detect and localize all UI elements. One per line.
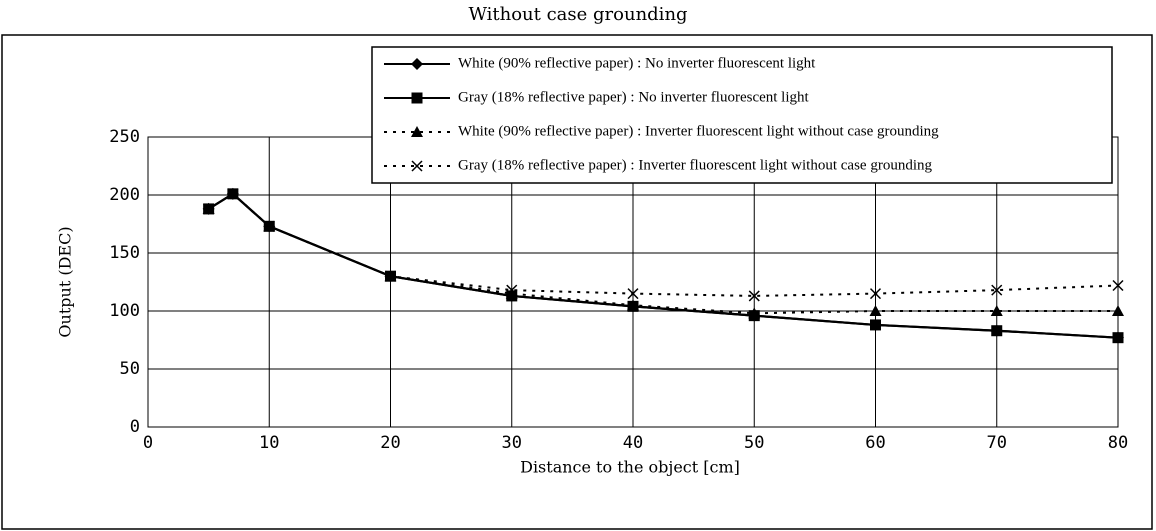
marker <box>748 307 761 319</box>
y-tick-label: 200 <box>109 185 140 205</box>
series-line <box>208 192 1119 339</box>
series-line <box>208 192 1119 339</box>
legend-label: White (90% reflective paper) : No invert… <box>458 55 816 71</box>
x-tick-label: 50 <box>744 433 764 453</box>
marker <box>870 319 881 331</box>
chart-title: Without case grounding <box>468 4 687 25</box>
marker <box>505 287 518 299</box>
x-tick-label: 60 <box>865 433 885 453</box>
marker <box>1112 332 1124 344</box>
marker <box>263 220 275 232</box>
y-tick-label: 150 <box>109 243 140 263</box>
y-tick-label: 0 <box>130 417 140 437</box>
legend-label: Gray (18% reflective paper) : Inverter f… <box>458 157 932 173</box>
y-tick-label: 250 <box>109 127 140 147</box>
x-tick-label: 20 <box>380 433 400 453</box>
series-line <box>208 192 1118 315</box>
marker <box>1112 305 1124 316</box>
x-tick-label: 30 <box>502 433 522 453</box>
legend-marker <box>411 92 423 104</box>
legend-marker <box>411 126 423 137</box>
y-tick-label: 100 <box>109 301 140 321</box>
x-tick-label: 70 <box>987 433 1007 453</box>
legend-label: White (90% reflective paper) : Inverter … <box>458 123 939 139</box>
marker <box>991 284 1003 296</box>
x-tick-label: 40 <box>623 433 643 453</box>
legend-label: Gray (18% reflective paper) : No inverte… <box>458 89 810 105</box>
marker <box>869 305 882 316</box>
marker <box>627 299 639 311</box>
legend-box <box>371 46 1113 184</box>
legend-marker <box>411 160 423 172</box>
y-tick-label: 50 <box>120 359 140 379</box>
x-tick-label: 10 <box>259 433 279 453</box>
x-tick-label: 80 <box>1108 433 1128 453</box>
marker <box>1112 279 1124 292</box>
marker <box>869 288 882 300</box>
x-tick-label: 0 <box>143 433 153 453</box>
marker <box>203 203 215 215</box>
marker <box>748 290 760 302</box>
marker <box>627 288 639 300</box>
y-axis-label: Output (DEC) <box>56 226 75 337</box>
series-line <box>208 192 1119 297</box>
legend-marker <box>411 58 423 70</box>
marker <box>991 325 1003 337</box>
marker <box>227 188 239 200</box>
marker <box>384 270 397 282</box>
x-axis-label: Distance to the object [cm] <box>520 458 740 477</box>
marker <box>990 305 1003 316</box>
marker <box>506 284 518 296</box>
chart-frame <box>1 34 1153 530</box>
